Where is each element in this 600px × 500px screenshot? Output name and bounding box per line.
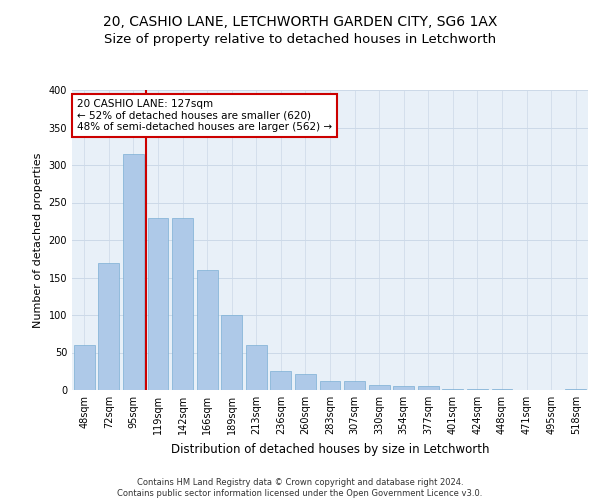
Bar: [246, 345, 267, 390]
Bar: [368, 385, 389, 390]
Bar: [271, 371, 292, 390]
Text: 20 CASHIO LANE: 127sqm
← 52% of detached houses are smaller (620)
48% of semi-de: 20 CASHIO LANE: 127sqm ← 52% of detached…: [77, 99, 332, 132]
Text: 20, CASHIO LANE, LETCHWORTH GARDEN CITY, SG6 1AX: 20, CASHIO LANE, LETCHWORTH GARDEN CITY,…: [103, 15, 497, 29]
Bar: [221, 315, 242, 390]
Bar: [344, 381, 365, 390]
Bar: [418, 386, 439, 390]
Text: Contains HM Land Registry data © Crown copyright and database right 2024.
Contai: Contains HM Land Registry data © Crown c…: [118, 478, 482, 498]
Y-axis label: Number of detached properties: Number of detached properties: [33, 152, 43, 328]
Bar: [123, 154, 144, 390]
Bar: [295, 374, 316, 390]
Bar: [148, 218, 169, 390]
Bar: [197, 270, 218, 390]
X-axis label: Distribution of detached houses by size in Letchworth: Distribution of detached houses by size …: [171, 442, 489, 456]
Bar: [393, 386, 414, 390]
Bar: [565, 389, 586, 390]
Bar: [491, 389, 512, 390]
Text: Size of property relative to detached houses in Letchworth: Size of property relative to detached ho…: [104, 32, 496, 46]
Bar: [98, 262, 119, 390]
Bar: [467, 389, 488, 390]
Bar: [320, 381, 340, 390]
Bar: [442, 389, 463, 390]
Bar: [74, 345, 95, 390]
Bar: [172, 218, 193, 390]
